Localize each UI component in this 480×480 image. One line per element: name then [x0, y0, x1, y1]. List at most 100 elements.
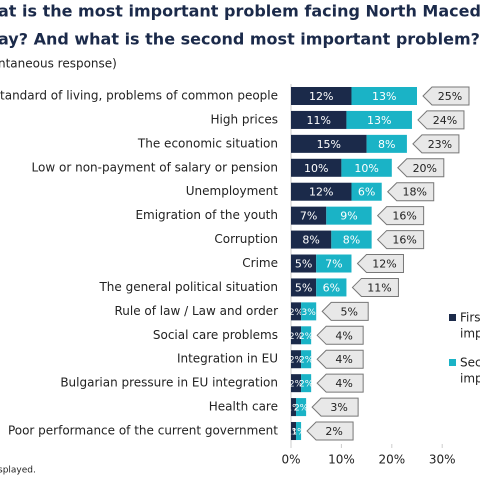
bar-segment — [301, 350, 312, 369]
value-label: 5% — [295, 281, 312, 294]
total-callout — [356, 254, 404, 274]
bar-segment — [341, 158, 392, 177]
value-label: 2% — [299, 332, 314, 342]
value-label: 2% — [294, 404, 309, 414]
category-label: Corruption — [214, 232, 278, 246]
category-label: Crime — [242, 256, 278, 270]
category-label: standard of living, problems of common p… — [0, 89, 278, 103]
bar-segment — [291, 278, 317, 297]
bar-segment — [291, 398, 297, 417]
bar-segment — [301, 302, 317, 321]
bar-segment — [301, 326, 312, 345]
value-label: 13% — [367, 114, 391, 127]
bar-segment — [291, 374, 302, 393]
total-label: 20% — [413, 162, 437, 175]
total-label: 18% — [402, 186, 426, 199]
total-label: 4% — [335, 329, 352, 342]
total-callout — [376, 230, 425, 250]
bar-segment — [291, 134, 367, 153]
value-label: 2% — [299, 356, 314, 366]
category-label: The general political situation — [98, 280, 278, 294]
total-label: 2% — [325, 425, 342, 438]
category-label: Integration in EU — [177, 352, 278, 366]
total-callout — [316, 373, 364, 393]
legend-label: imp — [460, 372, 480, 386]
chart-title: ay? And what is the second most importan… — [0, 30, 480, 49]
bar-segment — [291, 158, 342, 177]
total-callout — [351, 277, 399, 297]
category-label: Emigration of the youth — [135, 208, 278, 222]
bar-segment — [316, 254, 352, 273]
total-label: 12% — [372, 258, 396, 271]
legend-label: Firs — [460, 311, 480, 325]
legend-label: Sec — [460, 356, 480, 370]
bar-segment — [316, 278, 347, 297]
total-callout — [321, 301, 369, 321]
bar-segment — [291, 422, 297, 441]
bar-segment — [346, 110, 412, 129]
value-label: 12% — [309, 90, 333, 103]
bar-segment — [291, 254, 317, 273]
x-tick-label: 30% — [429, 453, 456, 467]
category-label: Unemployment — [186, 184, 279, 198]
category-label: Low or non-payment of salary or pension — [32, 160, 278, 174]
total-callout — [422, 86, 470, 106]
total-callout — [376, 206, 425, 226]
value-label: 7% — [325, 258, 342, 271]
value-label: 2% — [289, 332, 304, 342]
bar-segment — [296, 398, 307, 417]
total-callout — [316, 349, 364, 369]
bar-segment — [291, 87, 352, 105]
total-label: 24% — [433, 114, 457, 127]
value-label: 12% — [309, 186, 333, 199]
bar-segment — [366, 134, 407, 153]
total-callout — [316, 325, 364, 345]
total-label: 25% — [438, 90, 462, 103]
bar-segment — [326, 206, 372, 225]
total-callout — [306, 421, 354, 441]
value-label: 2% — [289, 356, 304, 366]
bar-segment — [291, 302, 302, 321]
value-label: 15% — [317, 138, 341, 151]
bar-segment — [291, 326, 302, 345]
bar-segment — [351, 182, 382, 201]
bar-segment — [351, 87, 417, 105]
value-label: 5% — [295, 258, 312, 271]
value-label: 11% — [306, 114, 330, 127]
value-label: 7% — [300, 210, 317, 223]
value-label: 8% — [343, 234, 360, 247]
category-label: High prices — [210, 112, 278, 126]
value-label: 2% — [289, 380, 304, 390]
bar-segment — [291, 110, 347, 129]
bar-segment — [291, 350, 302, 369]
category-label: Rule of law / Law and order — [114, 304, 278, 318]
value-label: 9% — [340, 210, 357, 223]
footnote: splayed. — [0, 466, 36, 476]
total-label: 4% — [335, 377, 352, 390]
legend-label: imp — [460, 327, 480, 341]
value-label: 10% — [354, 162, 378, 175]
value-label: 10% — [304, 162, 328, 175]
value-label: 1% — [291, 428, 306, 438]
value-label: 6% — [323, 281, 340, 294]
value-label: 1% — [286, 404, 301, 414]
legend-swatch — [449, 359, 456, 366]
legend-swatch — [449, 314, 456, 321]
bar-segment — [331, 230, 372, 249]
total-label: 16% — [392, 210, 416, 223]
value-label: 1% — [286, 428, 301, 438]
value-label: 8% — [378, 138, 395, 151]
total-label: 11% — [367, 281, 391, 294]
category-label: Poor performance of the current governme… — [8, 424, 278, 438]
category-label: The economic situation — [137, 136, 278, 150]
value-label: 13% — [372, 90, 396, 103]
value-label: 8% — [302, 234, 319, 247]
bar-segment — [291, 206, 327, 225]
value-label: 2% — [299, 380, 314, 390]
total-label: 4% — [335, 353, 352, 366]
total-callout — [311, 397, 359, 417]
value-label: 6% — [358, 186, 375, 199]
value-label: 3% — [301, 308, 316, 318]
total-callout — [412, 134, 460, 154]
x-tick-label: 10% — [328, 453, 355, 467]
